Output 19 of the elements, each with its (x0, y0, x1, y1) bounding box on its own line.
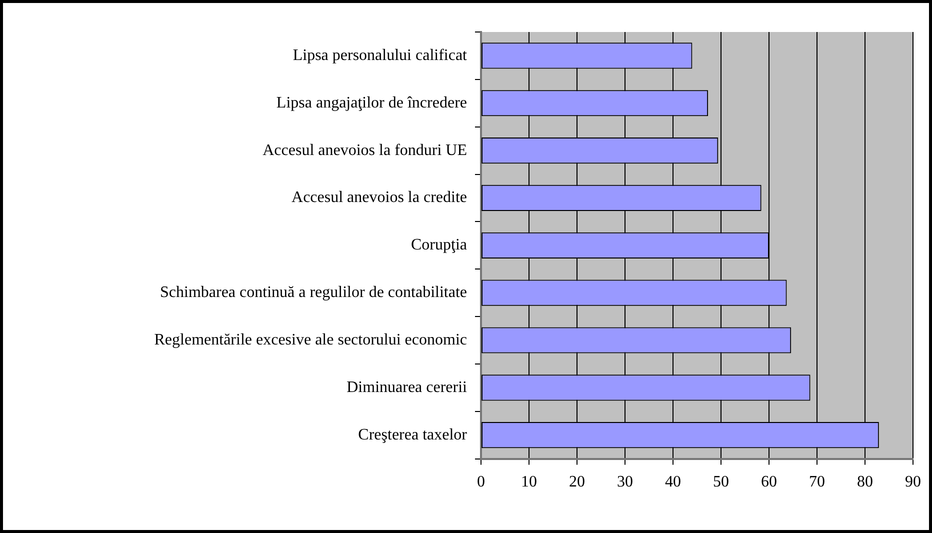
x-tick-label: 60 (761, 474, 777, 491)
y-tick-label: Accesul anevoios la fonduri UE (262, 142, 467, 159)
x-tick-label: 50 (713, 474, 729, 491)
x-tick-label: 80 (857, 474, 873, 491)
y-tick-label: Lipsa angajaţilor de încredere (276, 94, 467, 112)
x-tick-label: 0 (477, 474, 485, 491)
x-tick-label: 40 (665, 474, 681, 491)
y-tick-label: Schimbarea continuă a regulilor de contabilitate (160, 284, 467, 302)
y-tick-label: Corupţia (411, 236, 467, 254)
x-tick-label: 10 (521, 474, 537, 491)
y-tick-label: Diminuarea cererii (346, 378, 468, 396)
y-tick-label: Reglementările excesive ale sectorului economic (154, 331, 467, 348)
y-tick-label: Lipsa personalului calificat (292, 46, 468, 64)
y-tick-label: Creşterea taxelor (358, 426, 468, 444)
x-tick-label: 20 (569, 474, 585, 491)
x-tick-label: 70 (809, 474, 825, 491)
x-tick-label: 30 (617, 474, 633, 491)
x-tick-label: 90 (905, 474, 921, 491)
y-tick-label: Accesul anevoios la credite (292, 189, 467, 206)
